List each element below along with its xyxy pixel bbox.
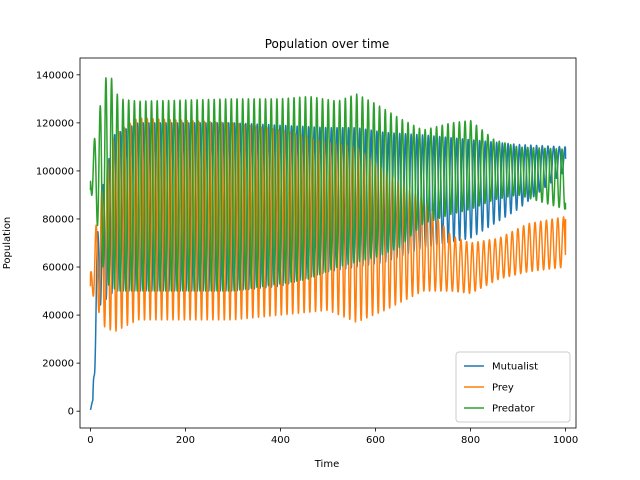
chart-title: Population over time <box>265 37 390 51</box>
series-layer <box>89 77 567 411</box>
y-tick-label: 80000 <box>42 214 74 225</box>
y-axis: 0 20000 40000 60000 80000 100000 120000 140000 <box>36 70 80 418</box>
x-axis: 0 200 400 600 800 1000 <box>87 428 578 446</box>
y-tick-label: 100000 <box>36 166 74 177</box>
x-tick-label: 800 <box>461 435 480 446</box>
y-tick-label: 60000 <box>42 263 74 274</box>
legend: Mutualist Prey Predator <box>455 351 571 423</box>
series-line-predator <box>89 77 567 292</box>
y-tick-label: 120000 <box>36 118 74 129</box>
x-tick-label: 600 <box>366 435 385 446</box>
x-tick-label: 0 <box>87 435 93 446</box>
y-tick-label: 0 <box>68 407 74 418</box>
y-tick-label: 40000 <box>42 311 74 322</box>
legend-box <box>455 351 571 423</box>
plot-frame <box>79 57 577 429</box>
legend-label: Mutualist <box>492 362 538 373</box>
legend-label: Predator <box>492 404 535 415</box>
x-tick-label: 400 <box>271 435 290 446</box>
y-axis-label: Population <box>2 217 13 270</box>
legend-label: Prey <box>492 383 514 394</box>
y-tick-label: 140000 <box>36 70 74 81</box>
y-tick-label: 20000 <box>42 359 74 370</box>
x-axis-label: Time <box>314 459 339 470</box>
x-tick-label: 1000 <box>553 435 578 446</box>
x-tick-label: 200 <box>176 435 195 446</box>
